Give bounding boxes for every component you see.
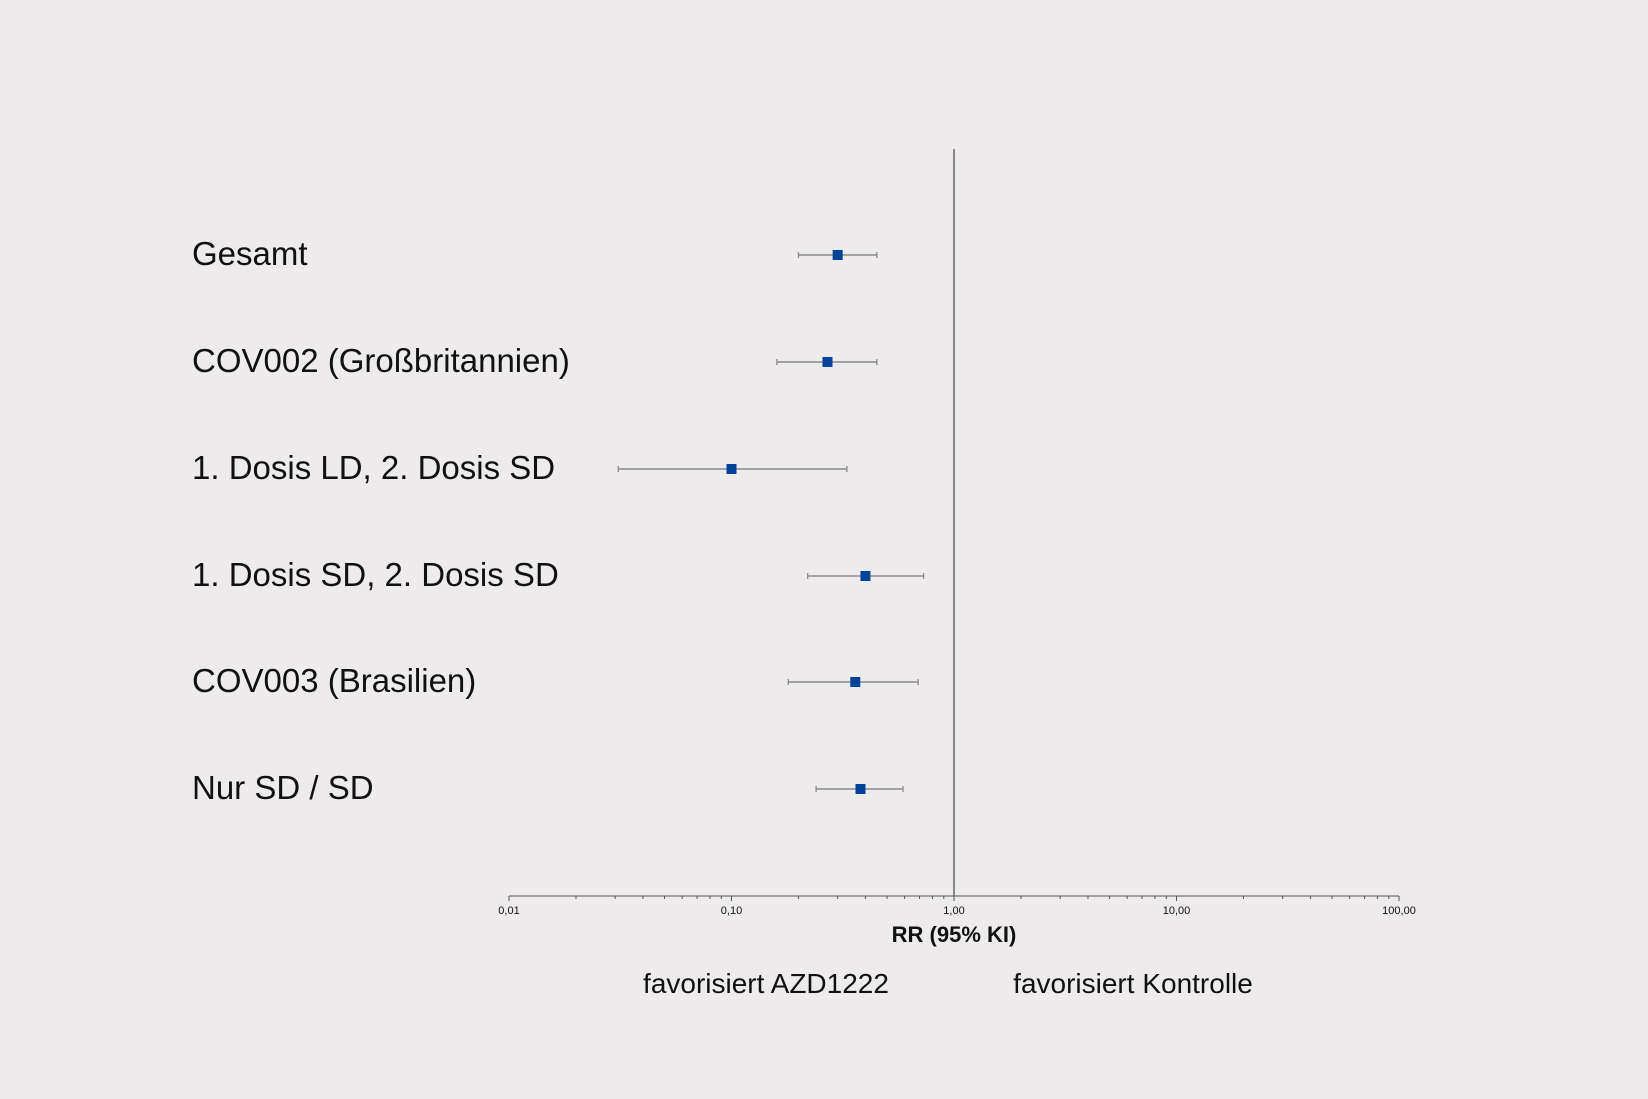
point-estimate-marker bbox=[850, 677, 861, 687]
x-tick-label: 0,01 bbox=[498, 905, 519, 917]
point-estimate-marker bbox=[726, 464, 737, 474]
row-label: Gesamt bbox=[192, 235, 308, 272]
x-tick-label: 1,00 bbox=[943, 905, 964, 917]
favors-right-label: favorisiert Kontrolle bbox=[1013, 968, 1253, 999]
point-estimate-marker bbox=[855, 784, 866, 794]
row-label: 1. Dosis LD, 2. Dosis SD bbox=[192, 449, 555, 486]
row-label: 1. Dosis SD, 2. Dosis SD bbox=[192, 556, 559, 593]
point-estimate-marker bbox=[860, 571, 871, 581]
point-estimate-marker bbox=[832, 250, 843, 260]
point-estimate-marker bbox=[822, 357, 833, 367]
x-tick-label: 10,00 bbox=[1163, 905, 1191, 917]
row-label: COV003 (Brasilien) bbox=[192, 662, 476, 699]
row-label: COV002 (Großbritannien) bbox=[192, 342, 570, 379]
x-axis-label: RR (95% KI) bbox=[892, 922, 1017, 947]
x-tick-label: 0,10 bbox=[721, 905, 742, 917]
row-label: Nur SD / SD bbox=[192, 769, 374, 806]
x-tick-label: 100,00 bbox=[1382, 905, 1416, 917]
favors-left-label: favorisiert AZD1222 bbox=[643, 968, 889, 999]
